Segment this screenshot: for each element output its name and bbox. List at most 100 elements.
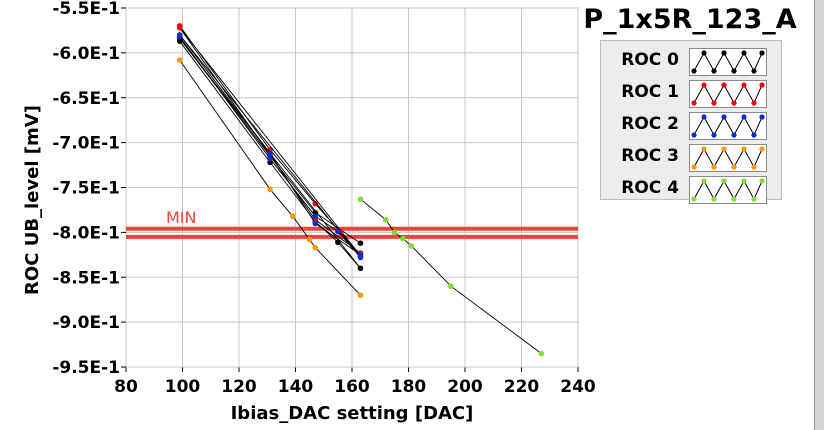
legend-marker <box>741 50 747 56</box>
scrollbar[interactable] <box>814 0 824 430</box>
legend-marker <box>759 178 765 184</box>
legend-marker <box>741 178 747 184</box>
y-tick-label: -8.0E-1 <box>52 223 120 243</box>
legend-marker <box>721 82 727 88</box>
data-point <box>289 213 296 220</box>
chart-title: P_1x5R_123_A <box>583 4 797 35</box>
legend-label: ROC 2 <box>621 114 679 134</box>
legend-marker <box>731 164 737 170</box>
x-tick-label: 140 <box>278 377 314 397</box>
data-point <box>391 229 398 236</box>
legend-marker <box>751 196 757 202</box>
series-roc-3 <box>176 57 364 299</box>
data-point <box>312 244 319 251</box>
legend-label: ROC 4 <box>621 178 679 198</box>
series-roc-2 <box>176 32 364 261</box>
legend-marker <box>741 114 747 120</box>
legend-line <box>693 179 763 201</box>
legend-marker <box>691 100 697 106</box>
legend-item: ROC 1 <box>601 79 783 108</box>
data-point <box>312 213 319 220</box>
legend-marker <box>711 164 717 170</box>
data-point <box>357 240 364 246</box>
legend-marker <box>701 82 707 88</box>
data-point <box>176 24 183 31</box>
data-point <box>306 236 313 243</box>
legend-marker <box>701 178 707 184</box>
legend-marker <box>721 114 727 120</box>
legend-marker <box>691 132 697 138</box>
legend-item: ROC 0 <box>601 47 783 76</box>
legend-label: ROC 3 <box>621 146 679 166</box>
x-tick-label: 220 <box>504 377 540 397</box>
data-point <box>383 217 389 223</box>
legend-label: ROC 0 <box>621 50 679 70</box>
legend-marker <box>701 146 707 152</box>
data-point <box>176 32 183 38</box>
legend-marker <box>711 100 717 106</box>
y-tick-label: -9.0E-1 <box>52 313 120 333</box>
legend-marker <box>711 132 717 138</box>
legend-marker <box>731 132 737 138</box>
legend-swatch <box>689 112 767 140</box>
data-point <box>312 200 319 207</box>
x-tick-label: 160 <box>334 377 370 397</box>
legend-swatch <box>689 80 767 108</box>
legend-item: ROC 4 <box>601 175 783 204</box>
legend-item: ROC 2 <box>601 111 783 140</box>
legend-zigzag-icon <box>691 82 765 106</box>
x-tick-label: 240 <box>560 377 596 397</box>
series-roc-4 <box>357 196 545 357</box>
legend-marker <box>741 82 747 88</box>
y-tick-label: -7.5E-1 <box>52 179 120 199</box>
legend-zigzag-icon <box>691 114 765 138</box>
legend-line <box>693 115 763 137</box>
data-point <box>267 150 273 157</box>
legend-label: ROC 1 <box>621 82 679 102</box>
data-point <box>357 252 364 258</box>
legend-marker <box>759 114 765 120</box>
data-point <box>448 283 454 290</box>
y-axis-label: ROC UB_level [mV] <box>22 105 43 295</box>
series-line <box>179 59 361 296</box>
series-group <box>176 23 545 357</box>
legend-marker <box>711 196 717 202</box>
legend-marker <box>751 164 757 170</box>
legend-line <box>693 51 763 73</box>
legend-marker <box>731 196 737 202</box>
legend-zigzag-icon <box>691 50 765 74</box>
x-tick-label: 80 <box>114 377 138 397</box>
data-point <box>176 57 183 63</box>
legend-zigzag-icon <box>691 178 765 202</box>
legend: ROC 0 ROC 1 ROC 2 ROC 3 ROC 4 <box>600 40 783 204</box>
y-tick-label: -5.5E-1 <box>52 0 120 19</box>
legend-marker <box>741 146 747 152</box>
legend-swatch <box>689 176 767 204</box>
legend-marker <box>721 146 727 152</box>
data-point <box>335 228 341 235</box>
legend-marker <box>759 82 765 88</box>
data-point <box>267 155 273 162</box>
grid <box>121 7 579 372</box>
legend-marker <box>751 132 757 138</box>
x-axis-label: Ibias_DAC setting [DAC] <box>231 403 474 424</box>
legend-marker <box>691 164 697 170</box>
legend-marker <box>731 100 737 106</box>
legend-zigzag-icon <box>691 146 765 170</box>
data-point <box>357 196 364 202</box>
legend-item: ROC 3 <box>601 143 783 172</box>
x-tick-label: 120 <box>221 377 257 397</box>
data-point <box>408 243 415 249</box>
data-point <box>335 239 341 246</box>
legend-marker <box>691 196 697 202</box>
data-point <box>267 186 273 193</box>
legend-marker <box>701 50 707 56</box>
legend-marker <box>751 68 757 74</box>
x-tick-labels: 80 100 120 140 160 180 200 220 240 <box>114 377 596 397</box>
legend-swatch <box>689 144 767 172</box>
legend-marker <box>721 178 727 184</box>
legend-line <box>693 147 763 169</box>
data-point <box>357 292 364 299</box>
data-point <box>357 265 364 272</box>
